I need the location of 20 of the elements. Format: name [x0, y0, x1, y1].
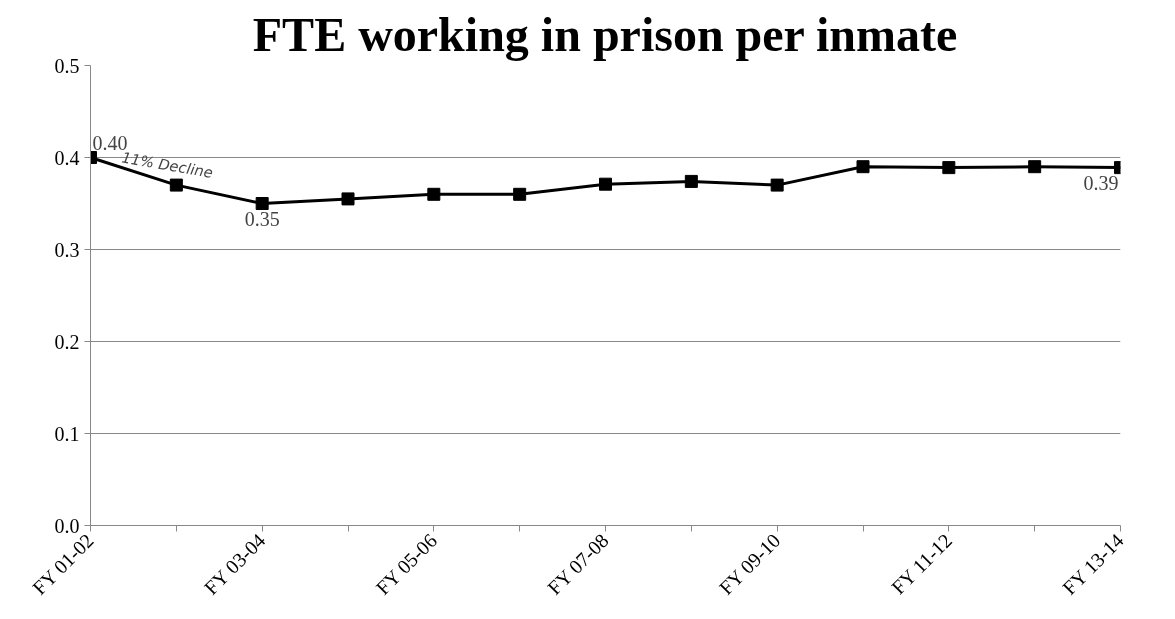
point — [169, 178, 183, 192]
y-tick-label: 0.0 — [54, 514, 80, 537]
point — [255, 197, 269, 210]
data-label: 0.35 — [244, 207, 280, 230]
point — [599, 177, 612, 191]
y-tick-label: 0.4 — [54, 146, 80, 169]
point — [856, 160, 870, 174]
y-tick-label: 0.5 — [54, 54, 80, 77]
point — [942, 161, 956, 175]
y-tick-label: 0.1 — [54, 422, 80, 445]
point — [1028, 160, 1042, 174]
point — [770, 178, 784, 192]
point — [513, 187, 527, 201]
point — [684, 174, 698, 188]
point — [341, 192, 355, 206]
point — [427, 187, 441, 201]
chart-title: FTE working in prison per inmate — [252, 7, 958, 61]
data-label: 0.39 — [1083, 171, 1119, 194]
y-tick-label: 0.3 — [54, 238, 80, 261]
y-tick-label: 0.2 — [54, 330, 80, 353]
